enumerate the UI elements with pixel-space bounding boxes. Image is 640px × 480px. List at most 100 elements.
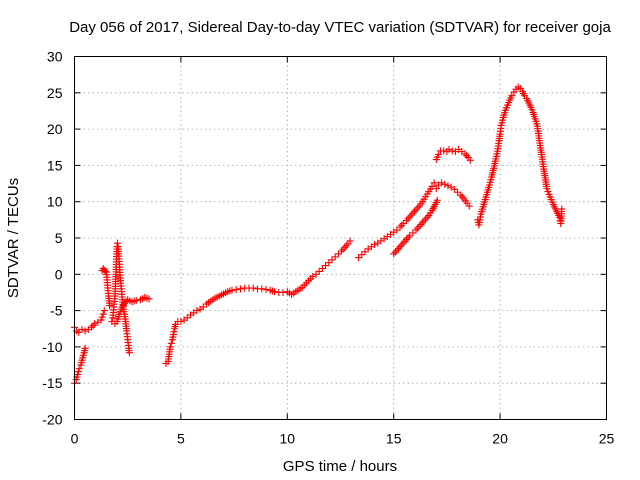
series-seg1 [71,307,108,336]
data-point [81,327,89,335]
x-tick-label: 15 [386,431,402,447]
series-seg5 [111,294,153,328]
data-point [258,285,266,293]
data-point [544,188,552,196]
y-tick-label: -10 [42,339,62,355]
data-point [371,241,379,249]
x-tick-label: 20 [492,431,508,447]
x-tick-label: 10 [280,431,296,447]
data-point [101,267,109,275]
data-markers [71,83,566,387]
y-tick-label: 25 [47,85,63,101]
data-point [391,248,399,256]
data-point [98,313,106,321]
axis-ticks: -20 -15 -10 -5 0 5 10 15 20 25 30 0 5 10 15 20 25 [42,49,614,447]
data-point [407,211,415,219]
data-point [441,180,449,188]
y-tick-label: -5 [50,303,63,319]
y-tick-label: 5 [55,230,63,246]
series-seg10 [432,145,474,164]
data-point [402,235,410,243]
series-seg3 [98,264,114,310]
data-point [125,349,133,357]
series-seg6 [162,237,354,368]
data-point [558,205,566,213]
data-point [334,250,342,258]
data-point [415,222,423,230]
data-point [423,213,431,221]
y-tick-label: 0 [55,266,63,282]
data-point [331,253,339,261]
data-point [444,182,452,190]
data-point [91,320,99,328]
data-point [393,226,401,234]
data-point [346,237,354,245]
data-point [78,325,86,333]
data-point [358,251,366,259]
y-tick-label: 20 [47,121,63,137]
data-point [396,243,404,251]
data-point [262,286,270,294]
y-tick-label: 30 [47,49,63,65]
data-point [404,234,412,242]
data-point [465,202,473,210]
data-point [417,221,425,229]
data-point [422,215,430,223]
data-point [199,303,207,311]
data-point [177,317,185,325]
data-point [390,250,398,258]
data-point [113,239,121,247]
chart-title: Day 056 of 2017, Sidereal Day-to-day VTE… [69,19,611,36]
plot-frame [74,56,607,420]
data-point [409,209,417,217]
data-point [414,204,422,212]
data-point [342,242,350,250]
y-tick-label: -15 [42,375,62,391]
series-seg9 [432,179,473,210]
data-point [99,310,107,318]
y-tick-label: 10 [47,194,63,210]
data-point [404,215,412,223]
data-point [409,229,417,237]
data-point [271,288,279,296]
data-point [399,219,407,227]
data-point [398,241,406,249]
data-point [448,147,456,155]
data-point [543,185,551,193]
data-point [193,307,201,315]
series-seg8 [390,196,441,258]
data-point [318,264,326,272]
data-point [440,147,448,155]
data-point [508,92,516,100]
data-point [97,316,105,324]
data-point [401,237,409,245]
data-point [433,196,441,204]
data-point [463,152,471,160]
data-point [420,217,428,225]
data-point [145,295,153,303]
data-point [74,368,82,376]
data-point [75,365,83,373]
data-point [434,151,442,159]
data-point [183,314,191,322]
data-point [454,188,462,196]
x-tick-label: 25 [599,431,615,447]
data-point [394,245,402,253]
data-point [458,193,466,201]
data-point [361,248,369,256]
x-tick-label: 0 [71,431,79,447]
data-point [414,224,422,232]
data-point [249,284,257,292]
series-seg11 [474,83,566,229]
y-tick-label: -20 [42,412,62,428]
data-point [438,179,446,187]
data-point [312,270,320,278]
data-point [166,343,174,351]
data-point [100,307,108,315]
x-tick-label: 5 [177,431,185,447]
data-point [81,344,89,352]
data-point [75,328,83,336]
grid [74,56,607,420]
data-point [432,185,440,193]
